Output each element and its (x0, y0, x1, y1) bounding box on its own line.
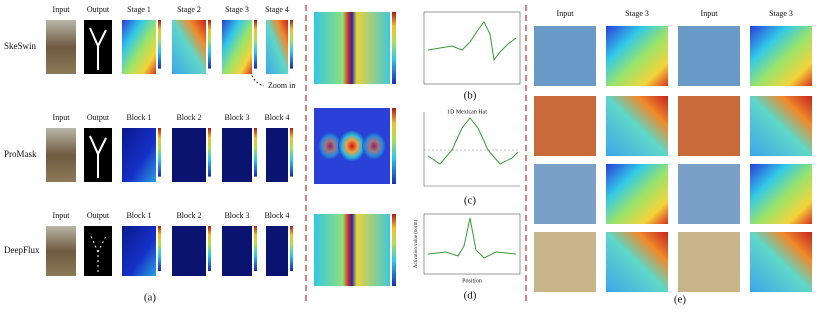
axis-label: Activation value (norm) (414, 220, 419, 269)
column-header: Input (53, 113, 71, 122)
zoom-label: Zoom in (268, 81, 295, 90)
image (750, 26, 812, 86)
image (172, 20, 206, 74)
image (46, 226, 76, 276)
heatmap (314, 12, 390, 84)
heat-blob (338, 130, 366, 162)
column-header: Block 1 (126, 113, 151, 122)
image (122, 128, 156, 182)
column-header: Output (87, 211, 110, 220)
column-header: Block 4 (264, 211, 289, 220)
axis-label: Position (462, 278, 482, 284)
image (534, 232, 596, 292)
colorbar (254, 128, 257, 177)
colorbar (290, 128, 293, 177)
image (534, 26, 596, 86)
image (678, 164, 740, 224)
image (750, 232, 812, 292)
row-label: ProMask (4, 149, 37, 159)
column-header: Stage 3 (625, 9, 649, 18)
plot-frame (423, 11, 521, 85)
column-header: Block 3 (224, 113, 249, 122)
column-header: Input (557, 9, 575, 18)
column-header: Output (87, 5, 110, 14)
image (222, 128, 252, 182)
column-header: Stage 2 (177, 5, 201, 14)
plot-title: 1D Mexican Hat (447, 109, 487, 115)
column-header: Block 4 (264, 113, 289, 122)
colorbar (254, 20, 257, 69)
colorbar (290, 20, 293, 69)
column-header: Block 1 (126, 211, 151, 220)
column-header: Output (87, 113, 110, 122)
image (678, 26, 740, 86)
image (534, 96, 596, 156)
colorbar (392, 214, 396, 286)
curve (427, 117, 519, 165)
colorbar (254, 226, 257, 271)
image (678, 232, 740, 292)
colorbar (392, 108, 396, 184)
colorbar (290, 226, 293, 271)
image (678, 96, 740, 156)
row-label: SkeSwin (4, 41, 37, 51)
colorbar (208, 20, 211, 69)
image (266, 128, 288, 182)
skeleton (89, 27, 107, 70)
caption: (c) (464, 195, 477, 207)
image (606, 96, 668, 156)
column-header: Block 2 (176, 113, 201, 122)
image (222, 226, 252, 276)
skeleton (89, 135, 107, 178)
caption: (e) (674, 294, 687, 306)
colorbar (158, 128, 161, 177)
image (606, 26, 668, 86)
curve (427, 217, 517, 259)
row-label: DeepFlux (4, 245, 40, 255)
column-header: Block 3 (224, 211, 249, 220)
colorbar (208, 226, 211, 271)
column-header: Input (53, 211, 71, 220)
column-header: Input (53, 5, 71, 14)
caption: (d) (464, 290, 477, 302)
image (222, 20, 252, 74)
image (46, 128, 76, 182)
curve (427, 21, 517, 62)
image (172, 128, 206, 182)
image (750, 96, 812, 156)
caption: (a) (144, 292, 157, 304)
image (266, 20, 288, 74)
column-header: Block 2 (176, 211, 201, 220)
image (172, 226, 206, 276)
skeleton (89, 233, 107, 272)
image (266, 226, 288, 276)
column-header: Stage 3 (225, 5, 249, 14)
plot-frame (423, 213, 521, 275)
colorbar (392, 12, 396, 84)
image (122, 20, 156, 74)
image (606, 232, 668, 292)
column-header: Stage 4 (265, 5, 289, 14)
column-header: Stage 1 (127, 5, 151, 14)
image (606, 164, 668, 224)
caption: (b) (464, 90, 477, 102)
heatmap (314, 214, 390, 286)
heat-blob (362, 132, 386, 160)
image (122, 226, 156, 276)
colorbar (158, 20, 161, 69)
column-header: Input (701, 9, 719, 18)
colorbar (158, 226, 161, 271)
image (46, 20, 76, 74)
image (534, 164, 596, 224)
heat-blob (318, 132, 342, 160)
image (750, 164, 812, 224)
colorbar (208, 128, 211, 177)
column-header: Stage 3 (769, 9, 793, 18)
